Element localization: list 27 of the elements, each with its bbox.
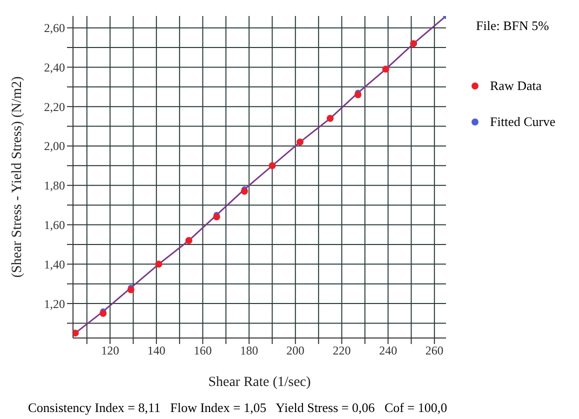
x-axis-title: Shear Rate (1/sec) (208, 375, 312, 390)
y-tick-label: 1,80 (44, 178, 65, 193)
x-tick-label: 260 (425, 344, 444, 358)
point (213, 213, 220, 220)
point (100, 310, 107, 317)
x-tick-label: 240 (379, 344, 398, 358)
x-tick-label: 200 (286, 344, 304, 358)
y-tick-label: 1,60 (44, 218, 65, 232)
y-tick-label: 2,00 (44, 139, 65, 154)
text: Consistency Index = 8,11 Flow Index = 1,05 Yield Stress = 0,06 Cof = 100,0 (28, 400, 448, 416)
y-tick-label: 1,20 (44, 296, 65, 311)
legend-label: Raw Data (490, 78, 542, 94)
x-tick-label: 120 (101, 344, 120, 358)
point (127, 286, 134, 294)
y-tick-label: 2,40 (44, 60, 65, 74)
point (354, 91, 362, 98)
y-tick-label: 2,20 (44, 100, 65, 114)
text: File: BFN 5% (476, 18, 549, 34)
x-tick-label: 160 (194, 344, 212, 358)
x-tick-label: 180 (240, 344, 258, 358)
y-axis-title: (Shear Stress - Yield Stress) (N/m2) (10, 76, 25, 278)
legend-label: Fitted Curve (490, 114, 556, 130)
point (240, 188, 248, 195)
x-tick-label: 140 (147, 344, 166, 358)
x-tick-label: 220 (332, 344, 351, 358)
y-tick-label: 2,60 (44, 21, 65, 36)
y-tick-label: 1,40 (44, 257, 65, 272)
